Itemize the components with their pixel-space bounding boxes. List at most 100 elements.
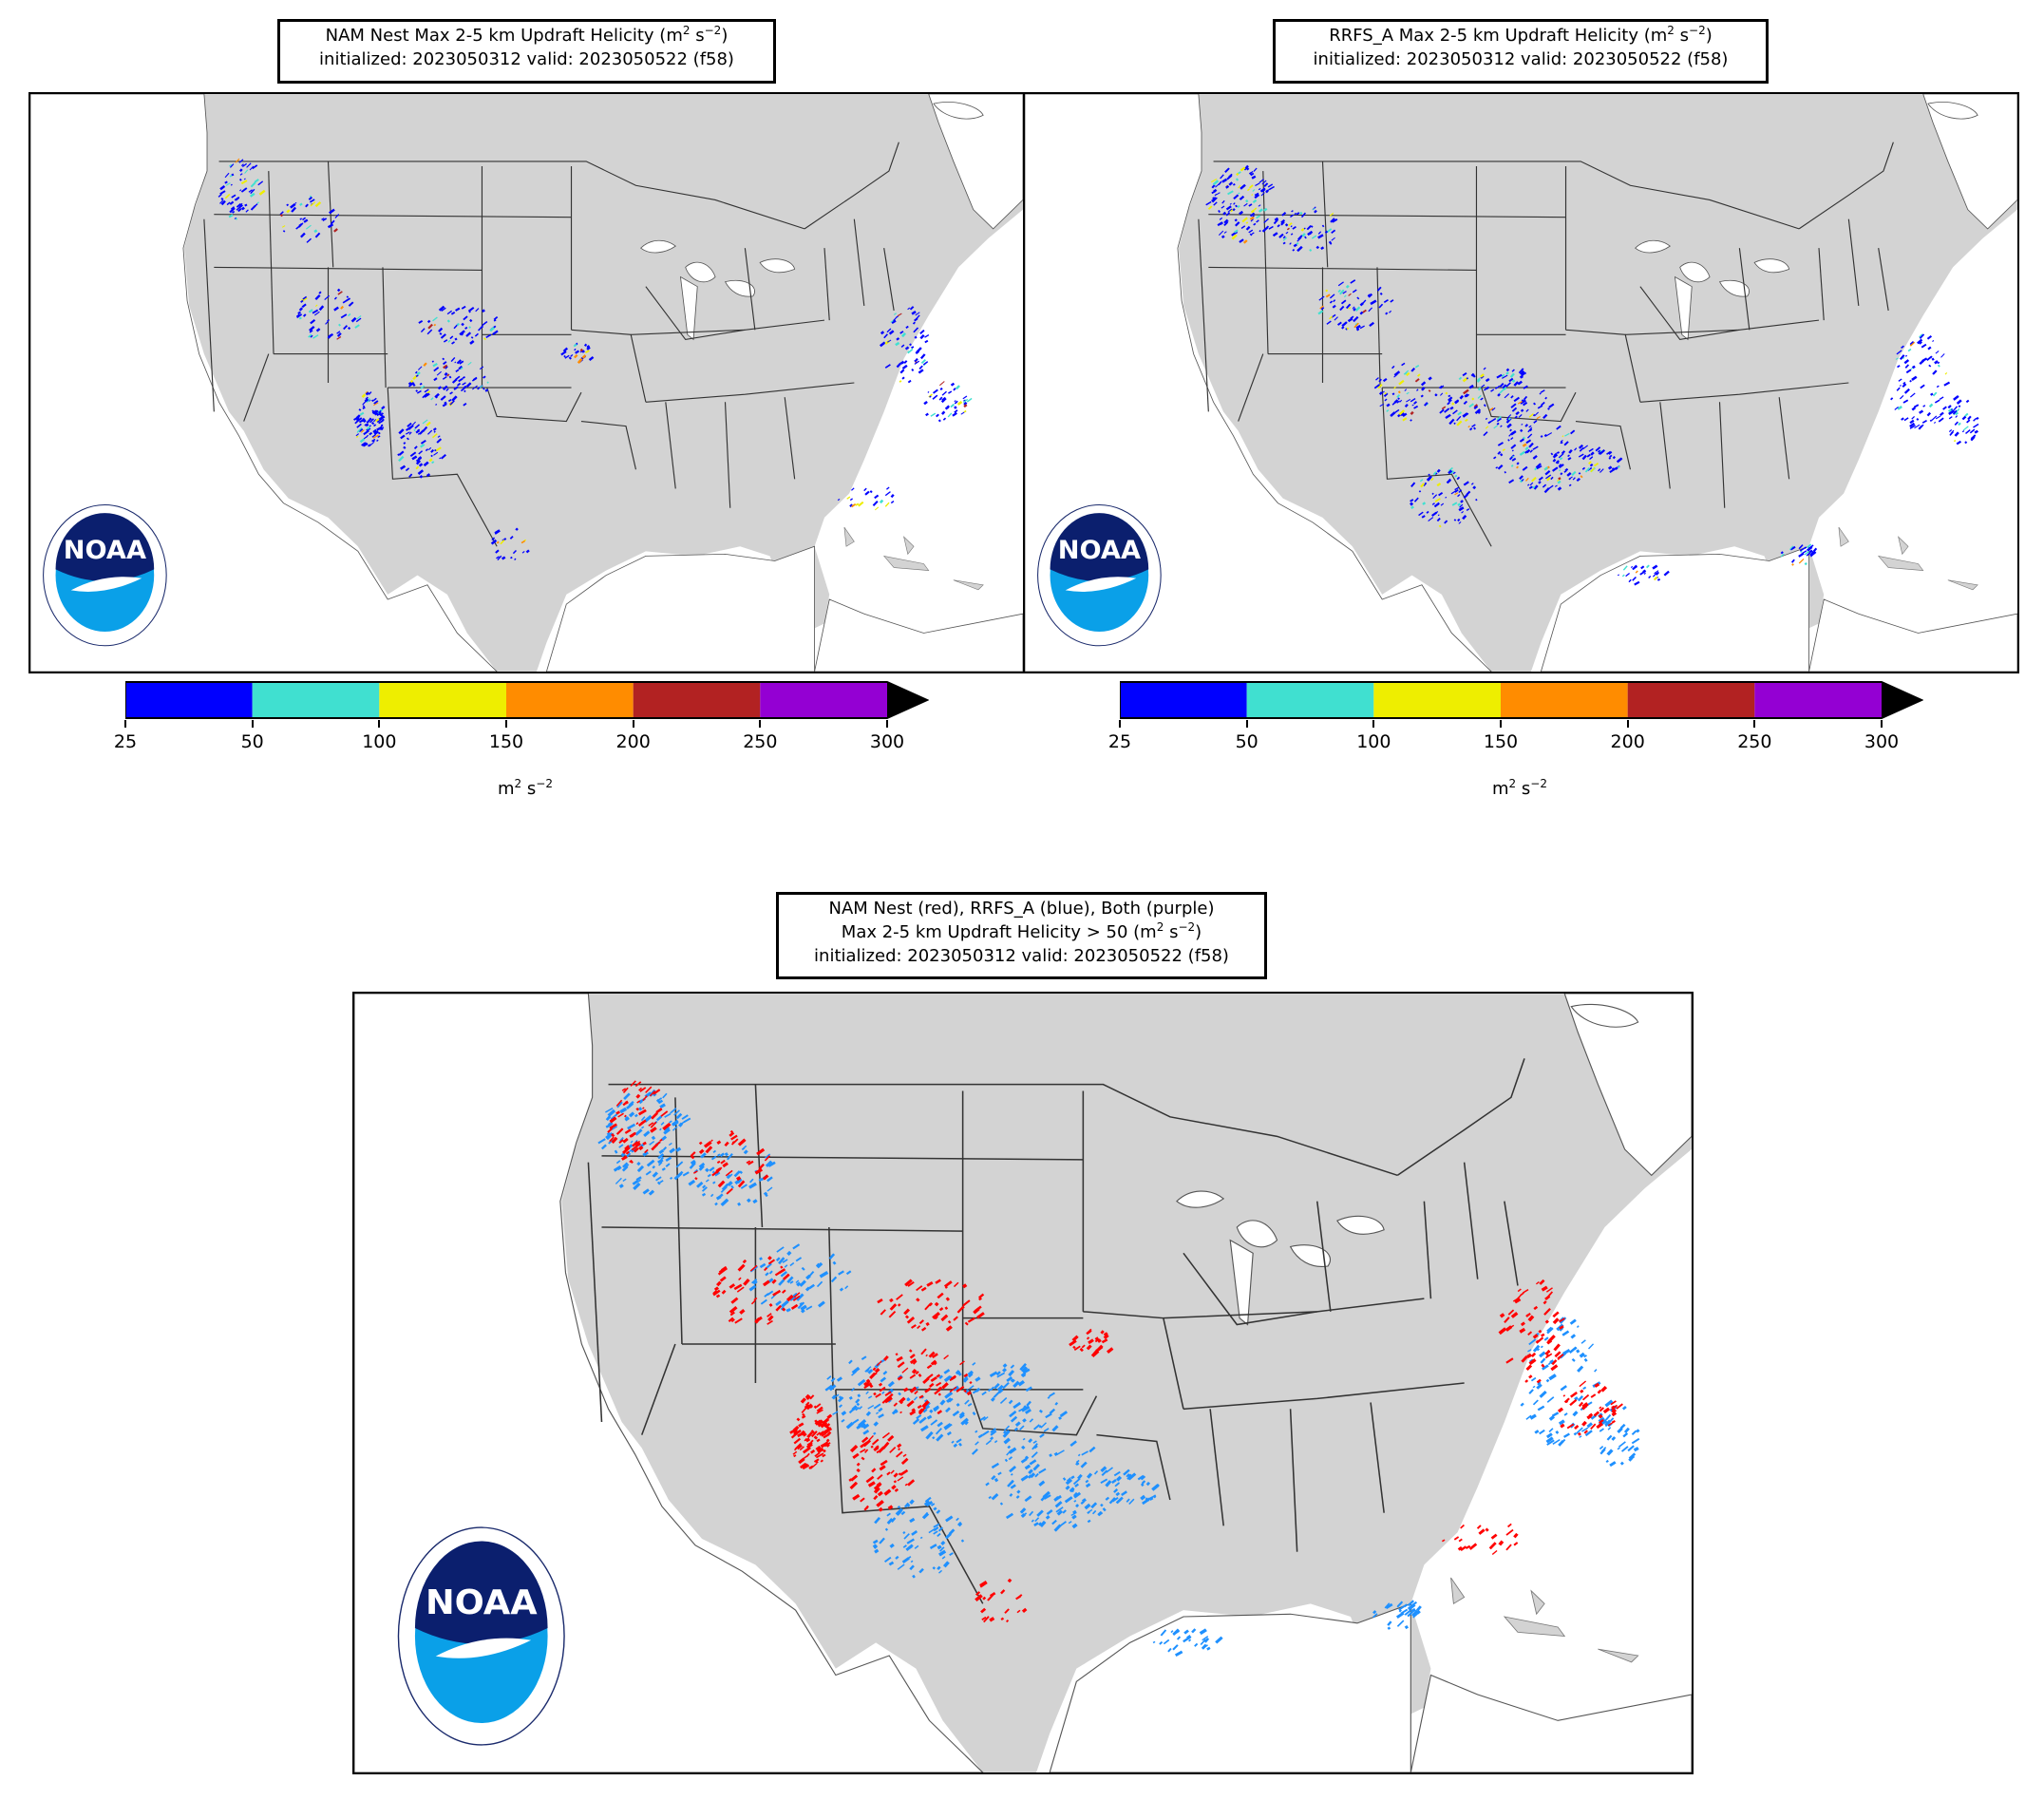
state-border-0 — [1213, 161, 1800, 230]
helicity-cell — [885, 486, 890, 490]
helicity-cell — [924, 1405, 931, 1411]
helicity-cell — [1373, 384, 1380, 389]
helicity-cell — [1804, 550, 1810, 556]
helicity-cell — [903, 360, 908, 364]
helicity-cell — [1920, 384, 1925, 389]
helicity-cell — [1460, 500, 1464, 503]
helicity-cell — [235, 218, 238, 220]
helicity-cell — [1453, 422, 1456, 425]
helicity-cell — [373, 402, 379, 407]
helicity-cell — [873, 1431, 877, 1435]
helicity-cell — [1329, 300, 1334, 304]
helicity-cell — [1251, 194, 1254, 197]
helicity-cell — [809, 1394, 815, 1400]
helicity-cell — [909, 1357, 917, 1365]
helicity-cell — [1974, 429, 1978, 434]
helicity-cell — [1496, 385, 1501, 389]
helicity-cell — [426, 329, 433, 335]
helicity-cell — [1376, 286, 1382, 292]
helicity-cell — [1546, 1439, 1555, 1446]
helicity-cell — [849, 503, 854, 507]
helicity-cell — [310, 318, 316, 325]
helicity-cell — [1929, 419, 1933, 423]
helicity-cell — [355, 435, 359, 438]
helicity-cell — [967, 1370, 975, 1376]
helicity-cell — [426, 473, 431, 478]
helicity-cell — [608, 1138, 615, 1145]
helicity-cell — [1548, 1428, 1554, 1433]
helicity-cell — [354, 324, 360, 329]
helicity-cell — [1093, 1470, 1099, 1475]
helicity-cell — [953, 1443, 958, 1448]
helicity-cell — [1337, 281, 1344, 287]
helicity-cell — [675, 1146, 682, 1152]
helicity-cell — [479, 366, 484, 370]
coast-water-1 — [1808, 598, 2017, 672]
helicity-cell — [947, 1320, 952, 1324]
helicity-cell — [1520, 408, 1524, 412]
helicity-cell — [778, 1279, 785, 1286]
helicity-cell — [359, 411, 365, 416]
helicity-cell — [456, 322, 461, 327]
helicity-cell — [1798, 552, 1805, 558]
helicity-cell — [613, 1165, 621, 1172]
helicity-cell — [1588, 1412, 1594, 1418]
helicity-cell — [897, 1361, 905, 1369]
helicity-cell — [943, 1280, 953, 1288]
helicity-cell — [1094, 1336, 1100, 1341]
helicity-cell — [930, 1503, 936, 1506]
helicity-cell — [810, 1431, 818, 1438]
helicity-cell — [1071, 1335, 1079, 1342]
helicity-cell — [1508, 479, 1515, 484]
state-border-22 — [1818, 248, 1825, 321]
helicity-cell — [712, 1149, 717, 1153]
helicity-cell — [1384, 398, 1388, 402]
helicity-cell — [1074, 1483, 1080, 1487]
helicity-cell — [1570, 1334, 1577, 1339]
helicity-cell — [733, 1170, 741, 1178]
helicity-cell — [446, 310, 453, 315]
helicity-cell — [743, 1149, 748, 1155]
colorbar-tick-label: 250 — [743, 731, 778, 752]
helicity-cell — [892, 317, 897, 322]
helicity-cell — [614, 1149, 618, 1154]
nam-map: NOAA — [28, 92, 1025, 673]
helicity-cell — [258, 189, 266, 196]
helicity-cell — [1909, 341, 1914, 346]
helicity-cell — [1495, 466, 1499, 469]
helicity-cell — [1235, 221, 1240, 227]
helicity-cell — [417, 456, 423, 461]
helicity-cell — [1022, 1374, 1027, 1378]
helicity-cell — [1613, 467, 1617, 471]
helicity-cell — [921, 1511, 929, 1519]
helicity-cell — [1515, 410, 1520, 416]
helicity-cell — [701, 1192, 707, 1197]
helicity-cell — [1935, 351, 1940, 354]
helicity-cell — [1007, 1445, 1012, 1449]
helicity-cell — [1105, 1496, 1110, 1501]
colorbar-tick-label: 200 — [1610, 731, 1645, 752]
helicity-cell — [909, 1386, 918, 1393]
helicity-cell — [521, 550, 525, 554]
helicity-cell — [908, 1545, 913, 1549]
helicity-cell — [874, 506, 880, 511]
helicity-cell — [1538, 1329, 1542, 1334]
helicity-cell — [1268, 225, 1274, 230]
colorbar-bin — [1754, 682, 1882, 718]
helicity-cell — [838, 1404, 843, 1409]
helicity-cell — [1965, 429, 1971, 434]
helicity-cell — [1954, 431, 1959, 437]
helicity-cell — [1402, 412, 1408, 418]
helicity-cell — [1577, 1431, 1581, 1436]
helicity-cell — [960, 1539, 965, 1543]
helicity-cell — [1505, 368, 1510, 372]
helicity-cell — [797, 1301, 805, 1310]
helicity-cell — [851, 1366, 861, 1374]
helicity-cell — [941, 390, 947, 396]
helicity-cell — [564, 354, 570, 359]
helicity-cell — [656, 1097, 663, 1102]
helicity-cell — [1319, 305, 1324, 310]
helicity-cell — [1937, 361, 1940, 365]
helicity-cell — [1421, 387, 1426, 391]
helicity-cell — [1274, 217, 1279, 221]
